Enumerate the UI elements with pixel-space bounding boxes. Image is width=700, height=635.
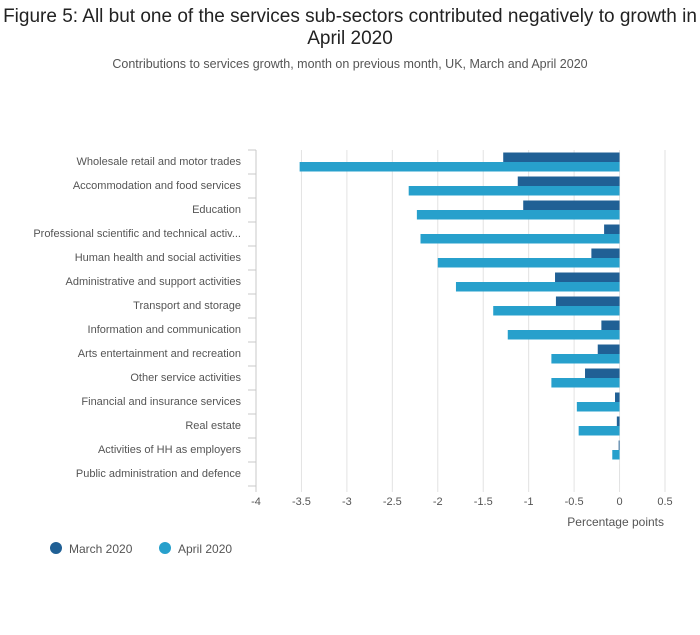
- bar-april-2020: [551, 354, 620, 364]
- bar-april-2020: [420, 234, 620, 244]
- x-tick-label: -2: [433, 496, 443, 508]
- bar-march-2020: [615, 392, 620, 402]
- category-label: Education: [192, 204, 241, 216]
- bar-march-2020: [618, 440, 620, 450]
- category-label: Transport and storage: [133, 300, 241, 312]
- x-tick-label: -1: [524, 496, 534, 508]
- x-tick-label: -3: [342, 496, 352, 508]
- category-label: Other service activities: [130, 372, 241, 384]
- bar-april-2020: [408, 186, 620, 196]
- category-label: Real estate: [185, 420, 241, 432]
- bar-march-2020: [555, 296, 620, 306]
- x-axis-title: Percentage points: [567, 515, 664, 529]
- legend-label: April 2020: [178, 542, 232, 556]
- bar-april-2020: [299, 162, 620, 172]
- bar-march-2020: [616, 416, 620, 426]
- x-tick-labels: -4 -3.5 -3 -2.5 -2 -1.5 -1 -0.5 0 0.5: [251, 496, 673, 508]
- legend-marker: [159, 542, 171, 554]
- bar-march-2020: [591, 248, 620, 258]
- category-label: Human health and social activities: [75, 252, 242, 264]
- category-labels: Wholesale retail and motor trades Accommo…: [33, 156, 241, 480]
- x-tick-label: -3.5: [292, 496, 311, 508]
- x-tick-label: -4: [251, 496, 261, 508]
- bars: [299, 152, 620, 484]
- bar-april-2020: [576, 402, 620, 412]
- bar-april-2020: [437, 258, 620, 268]
- bar-april-2020: [612, 450, 620, 460]
- chart-title: Figure 5: All but one of the services su…: [3, 6, 697, 49]
- category-label: Public administration and defence: [76, 468, 241, 480]
- bar-april-2020: [493, 306, 620, 316]
- category-label: Administrative and support activities: [66, 276, 242, 288]
- chart-subtitle: Contributions to services growth, month …: [112, 57, 588, 71]
- x-tick-label: -0.5: [565, 496, 584, 508]
- x-tick-label: 0.5: [657, 496, 672, 508]
- legend-marker: [50, 542, 62, 554]
- bar-april-2020: [551, 378, 620, 388]
- x-tick-label: 0: [616, 496, 622, 508]
- category-label: Financial and insurance services: [81, 396, 241, 408]
- x-tick-label: -1.5: [474, 496, 493, 508]
- bar-april-2020: [578, 426, 620, 436]
- x-tick-label: -2.5: [383, 496, 402, 508]
- bar-march-2020: [597, 344, 620, 354]
- legend: March 2020 April 2020: [50, 542, 232, 556]
- bar-march-2020: [585, 368, 620, 378]
- category-label: Professional scientific and technical ac…: [33, 228, 241, 240]
- bar-march-2020: [523, 200, 620, 210]
- bar-april-2020: [455, 282, 620, 292]
- bar-march-2020: [555, 272, 620, 282]
- category-label: Wholesale retail and motor trades: [77, 156, 242, 168]
- category-label: Information and communication: [88, 324, 241, 336]
- category-label: Arts entertainment and recreation: [78, 348, 241, 360]
- legend-label: March 2020: [69, 542, 133, 556]
- bar-april-2020: [416, 210, 620, 220]
- bar-march-2020: [601, 320, 620, 330]
- bar-march-2020: [517, 176, 620, 186]
- category-label: Activities of HH as employers: [98, 444, 242, 456]
- bar-april-2020: [507, 330, 620, 340]
- bar-march-2020: [503, 152, 620, 162]
- bar-march-2020: [604, 224, 620, 234]
- y-axis: [248, 149, 257, 492]
- category-label: Accommodation and food services: [73, 180, 242, 192]
